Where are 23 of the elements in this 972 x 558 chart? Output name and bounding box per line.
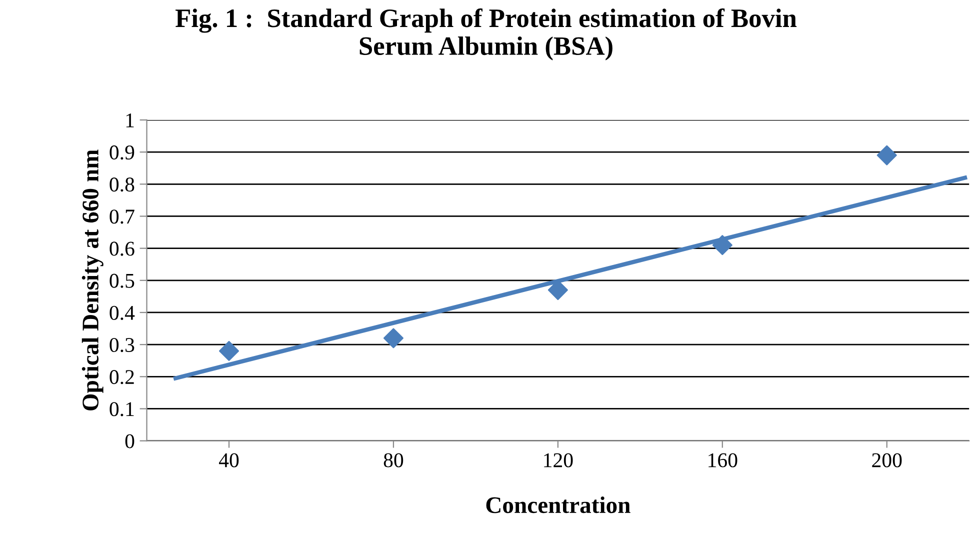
y-tick-label: 0.1	[110, 402, 134, 416]
point	[712, 235, 732, 256]
y-tick-label: 0.6	[110, 242, 134, 256]
y-axis-title: Optical Density at 660 nm	[82, 150, 104, 410]
point	[218, 340, 240, 361]
y-tick-label: 0.7	[110, 210, 134, 224]
x-tick-label: 80	[384, 453, 404, 468]
x-tick-label: 40	[218, 453, 239, 468]
y-tick-label: 0.5	[110, 274, 134, 288]
y-tick-label: 0	[125, 434, 134, 448]
y-tick-label: 0.2	[110, 370, 134, 384]
y-tick-label: 1	[126, 113, 134, 128]
y-tick-label: 0.3	[110, 338, 134, 352]
x-axis-title: Concentration	[486, 496, 630, 514]
y-tick-label: 0.8	[110, 178, 134, 192]
point	[383, 328, 404, 348]
x-tick-label: 200	[872, 453, 902, 468]
x-tick-label: 160	[708, 453, 738, 468]
y-tick-label: 0.9	[110, 145, 134, 160]
point	[876, 145, 897, 166]
chart-title: Fig. 1 : Standard Graph of Protein estimation of Bovin Serum Albumin (BSA)	[176, 8, 797, 60]
y-tick-label: 0.4	[110, 306, 135, 320]
x-tick-label: 120	[544, 453, 573, 468]
